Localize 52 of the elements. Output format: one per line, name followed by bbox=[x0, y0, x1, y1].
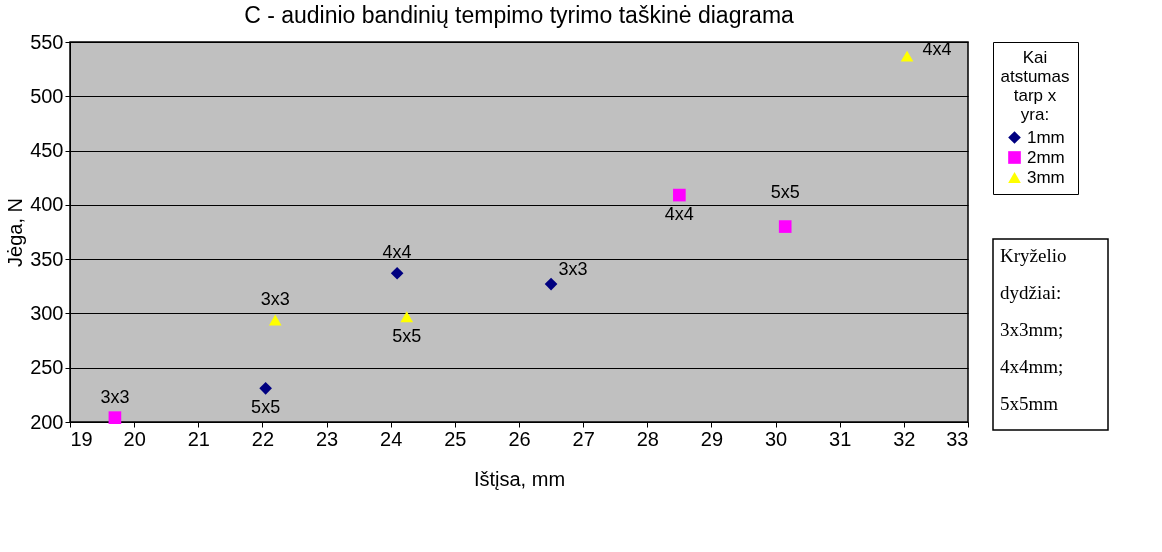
annotation: 5x5 bbox=[392, 325, 422, 346]
x-tick-label: 19 bbox=[70, 427, 93, 450]
x-tick-label: 27 bbox=[572, 427, 595, 450]
annotation: 4x4 bbox=[382, 242, 412, 263]
point bbox=[400, 311, 414, 323]
point bbox=[259, 382, 272, 395]
point bbox=[268, 314, 282, 326]
legend-title: Kai atstumas tarp x yra: bbox=[1000, 48, 1070, 124]
x-tick-label: 29 bbox=[700, 427, 724, 450]
y-tick-label: 500 bbox=[30, 84, 64, 107]
legend-label: 3mm bbox=[1027, 167, 1065, 187]
y-tick-label: 450 bbox=[30, 139, 64, 162]
x-tick-label: 30 bbox=[764, 427, 788, 450]
point bbox=[900, 50, 914, 62]
annotation: 4x4 bbox=[664, 204, 694, 225]
y-tick-label: 350 bbox=[30, 247, 64, 270]
y-tick-label: 550 bbox=[30, 30, 64, 53]
annotation: 3x3 bbox=[558, 259, 588, 280]
legend-label: 1mm bbox=[1027, 127, 1065, 147]
y-tick-label: 250 bbox=[30, 356, 64, 379]
text: 4x4mm; bbox=[1000, 356, 1064, 377]
y-tick-label: 200 bbox=[30, 410, 64, 433]
x-tick-label: 33 bbox=[946, 427, 969, 450]
y-tick-label: 400 bbox=[30, 193, 64, 216]
x-tick-label: 26 bbox=[508, 427, 531, 450]
annotation: 3x3 bbox=[260, 288, 290, 309]
y-tick-label: 300 bbox=[30, 301, 64, 324]
x-tick-label: 20 bbox=[123, 427, 146, 450]
x-tick-label: 24 bbox=[380, 427, 403, 450]
x-axis-title: Ištįsa, mm bbox=[473, 467, 566, 490]
x-tick-label: 23 bbox=[315, 427, 339, 450]
point bbox=[390, 266, 404, 280]
text: Kryželio dydžiai: bbox=[1000, 245, 1067, 303]
x-tick-label: 31 bbox=[829, 427, 852, 450]
x-tick-label: 32 bbox=[893, 427, 916, 450]
text: 3x3mm; bbox=[1000, 319, 1064, 340]
point bbox=[108, 411, 122, 424]
point bbox=[544, 277, 558, 291]
x-tick-label: 25 bbox=[444, 427, 467, 450]
annotation: 5x5 bbox=[251, 397, 281, 418]
annotation: 4x4 bbox=[922, 39, 952, 60]
point bbox=[778, 220, 792, 233]
point bbox=[673, 188, 686, 202]
text: 5x5mm bbox=[1000, 393, 1059, 414]
x-tick-label: 21 bbox=[187, 427, 210, 450]
x-tick-label: 22 bbox=[251, 427, 275, 450]
annotation: 3x3 bbox=[100, 386, 130, 407]
chart-title: C - audinio bandinių tempimo tyrimo taškinė diagrama bbox=[244, 2, 795, 28]
annotation: 5x5 bbox=[770, 181, 800, 202]
y-axis-title: Jėga, N bbox=[4, 198, 27, 267]
legend-label: 2mm bbox=[1027, 147, 1065, 167]
x-tick-label: 28 bbox=[636, 427, 659, 450]
